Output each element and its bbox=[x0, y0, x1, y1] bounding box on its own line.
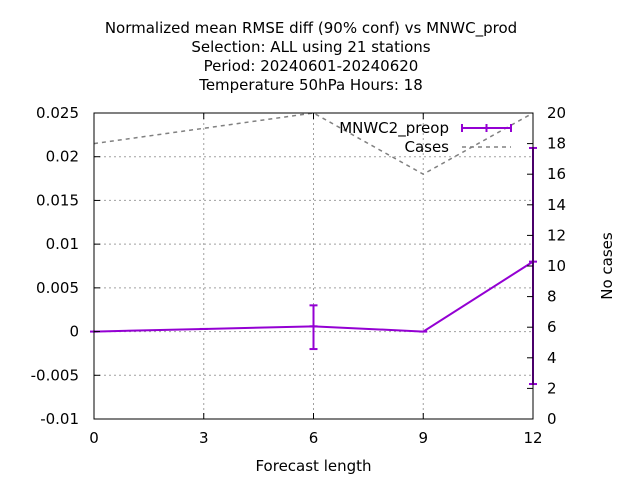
y2-tick-label: 6 bbox=[547, 318, 557, 336]
x-tick-label: 12 bbox=[523, 429, 542, 447]
y-tick-label: 0.005 bbox=[36, 279, 79, 297]
y2-tick-label: 18 bbox=[547, 135, 566, 153]
y-tick-label: 0.02 bbox=[46, 148, 79, 166]
y2-tick-label: 4 bbox=[547, 349, 557, 367]
y2-tick-label: 12 bbox=[547, 226, 566, 244]
chart-title: Normalized mean RMSE diff (90% conf) vs … bbox=[105, 19, 517, 94]
y2-tick-label: 16 bbox=[547, 165, 566, 183]
y-tick-label: 0.025 bbox=[36, 104, 79, 122]
x-tick-label: 3 bbox=[199, 429, 209, 447]
x-tick-label: 9 bbox=[418, 429, 428, 447]
y-tick-label: -0.01 bbox=[40, 410, 79, 428]
y2-tick-label: 10 bbox=[547, 257, 566, 275]
grid-lines bbox=[94, 113, 533, 419]
y-tick-label: 0 bbox=[69, 323, 79, 341]
axis-ticks: 0 3 6 9 12 -0.01 -0.005 0 0.005 0.01 0.015 0.02 0.02… bbox=[31, 104, 566, 447]
y2-tick-label: 14 bbox=[547, 196, 566, 214]
x-tick-label: 0 bbox=[89, 429, 99, 447]
legend-label-main: MNWC2_preop bbox=[339, 119, 449, 138]
legend-label-cases: Cases bbox=[404, 138, 449, 156]
series-line-cases bbox=[93, 112, 534, 176]
title-line-3: Period: 20240601-20240620 bbox=[204, 57, 419, 75]
y2-tick-label: 0 bbox=[547, 410, 557, 428]
y-tick-label: -0.005 bbox=[31, 366, 79, 384]
y-tick-label: 0.015 bbox=[36, 191, 79, 209]
title-line-2: Selection: ALL using 21 stations bbox=[191, 38, 430, 56]
title-line-1: Normalized mean RMSE diff (90% conf) vs … bbox=[105, 19, 517, 38]
y-tick-label: 0.01 bbox=[46, 235, 79, 253]
y2-tick-label: 20 bbox=[547, 104, 566, 122]
y2-tick-label: 2 bbox=[547, 379, 557, 397]
x-axis-label: Forecast length bbox=[255, 457, 371, 475]
title-line-4: Temperature 50hPa Hours: 18 bbox=[198, 76, 423, 94]
y2-tick-label: 8 bbox=[547, 288, 557, 306]
x-tick-label: 6 bbox=[309, 429, 319, 447]
y2-axis-label: No cases bbox=[598, 232, 616, 300]
